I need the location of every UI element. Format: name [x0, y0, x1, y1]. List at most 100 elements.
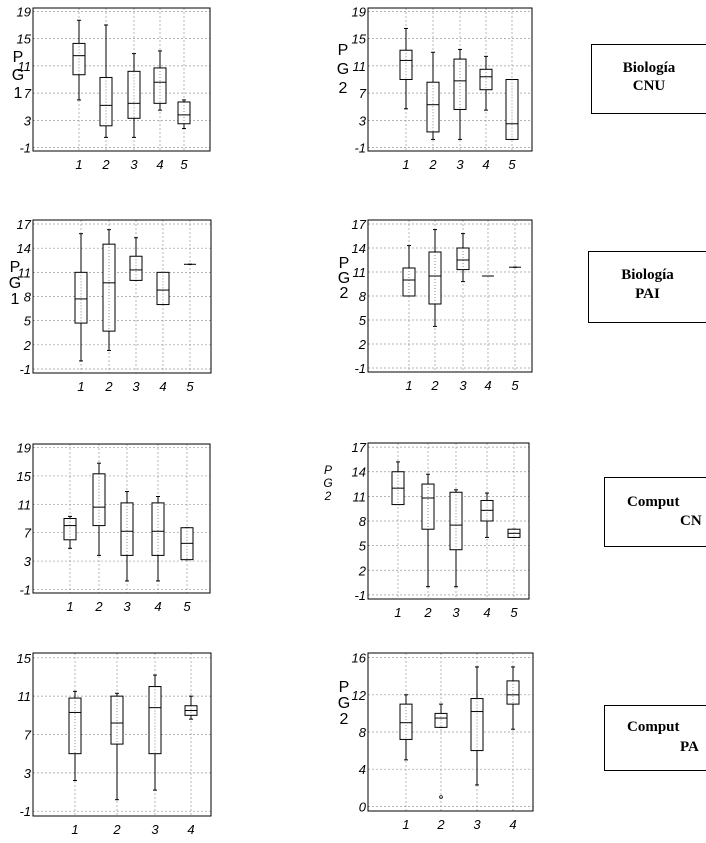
x-tick-label: 4 [154, 599, 161, 614]
x-tick-label: 2 [112, 822, 121, 837]
plot-frame [367, 652, 534, 812]
y-tick-label: 15 [352, 32, 367, 47]
x-tick-label: 1 [77, 379, 84, 394]
box-element [72, 19, 86, 101]
group-label-line1: Biología [621, 267, 674, 283]
plot-frame [32, 652, 212, 817]
y-tick-label: -1 [354, 361, 366, 376]
group-label-box: Biología CNU [591, 44, 706, 114]
box-element [99, 24, 113, 138]
x-tick-label: 4 [187, 822, 194, 837]
box-element [470, 666, 484, 786]
x-tick-label: 1 [402, 157, 409, 172]
plot-frame [32, 443, 211, 594]
box-element [453, 49, 467, 140]
box-element [505, 79, 519, 140]
y-tick-label: 5 [24, 314, 32, 329]
x-tick-label: 3 [459, 378, 467, 393]
box-element [428, 229, 442, 327]
x-tick-label: 4 [509, 817, 516, 832]
y-axis-label-letter: G [338, 695, 350, 712]
y-tick-label: 8 [24, 290, 32, 305]
box-element [127, 53, 141, 138]
y-axis-label-letter: 1 [11, 291, 20, 308]
box-element [151, 496, 165, 582]
iqr-box [74, 271, 88, 324]
box-element [506, 666, 520, 730]
y-tick-label: 19 [17, 4, 31, 19]
box-element [391, 461, 405, 506]
y-tick-label: 16 [352, 651, 367, 666]
x-tick-label: 1 [394, 605, 401, 620]
y-tick-label: 4 [359, 762, 366, 777]
x-tick-label: 2 [436, 817, 445, 832]
box-element [421, 473, 435, 588]
y-tick-label: 7 [24, 728, 32, 743]
group-label-box: Comput CN [604, 477, 706, 547]
x-tick-label: 3 [473, 817, 481, 832]
group-label-line1: Comput [627, 494, 680, 510]
box-element [129, 237, 143, 281]
y-axis-label-letter: P [324, 463, 332, 477]
y-tick-label: 17 [17, 217, 32, 232]
group-label-line1: Comput [627, 719, 680, 735]
x-tick-label: 1 [75, 157, 82, 172]
box-element [148, 674, 162, 791]
y-tick-label: 15 [17, 469, 32, 484]
iqr-box [505, 79, 519, 140]
y-tick-label: 14 [352, 465, 366, 480]
box-element [110, 692, 124, 801]
y-axis-label-letter: 1 [14, 85, 23, 102]
box-element [184, 695, 198, 720]
group-label-line2: CNU [632, 78, 666, 94]
iqr-box [120, 502, 134, 556]
y-tick-label: 8 [359, 514, 367, 529]
y-tick-label: 11 [18, 497, 32, 512]
x-tick-label: 5 [186, 379, 194, 394]
boxplot-panel: -1 3 7 11 15 1 2 3 4 [17, 651, 212, 837]
x-tick-label: 2 [94, 599, 103, 614]
x-tick-label: 1 [402, 817, 409, 832]
y-tick-label: 2 [358, 337, 367, 352]
plot-frame [32, 219, 212, 374]
x-tick-label: 1 [71, 822, 78, 837]
y-tick-label: 15 [17, 32, 32, 47]
y-tick-label: 8 [359, 289, 367, 304]
y-axis-label-letter: G [9, 275, 21, 292]
box-element [120, 491, 134, 582]
y-tick-label: 11 [353, 59, 367, 74]
y-tick-label: 2 [358, 563, 367, 578]
y-tick-label: 8 [359, 725, 367, 740]
group-label-line2: CN [680, 513, 702, 529]
box-element [399, 27, 413, 110]
y-tick-label: 7 [24, 86, 32, 101]
iqr-box [92, 473, 106, 527]
x-tick-label: 4 [159, 379, 166, 394]
y-tick-label: 11 [18, 265, 32, 280]
y-tick-label: -1 [19, 141, 31, 156]
x-tick-label: 3 [456, 157, 464, 172]
box-element [156, 271, 170, 306]
box-element [177, 99, 191, 130]
boxplot-panel: -1 3 7 11 15 19 1 2 3 4 5 [17, 441, 211, 614]
y-axis-label-letter: P [339, 679, 350, 696]
y-tick-label: 3 [24, 766, 32, 781]
box-element [63, 515, 77, 549]
y-tick-label: -1 [19, 804, 31, 819]
plot-frame [367, 7, 533, 152]
plot-frame [367, 219, 533, 373]
x-tick-label: 4 [482, 157, 489, 172]
box-element [426, 51, 440, 140]
box-element [507, 528, 521, 538]
iqr-box [470, 698, 484, 752]
y-tick-label: 0 [359, 799, 367, 814]
y-axis-label-letter: P [338, 42, 349, 59]
box-element [399, 694, 413, 761]
group-label-line1: Biología [622, 60, 676, 76]
y-axis-label-letter: G [12, 67, 24, 84]
box-element [480, 492, 494, 538]
y-tick-label: 19 [352, 4, 366, 19]
